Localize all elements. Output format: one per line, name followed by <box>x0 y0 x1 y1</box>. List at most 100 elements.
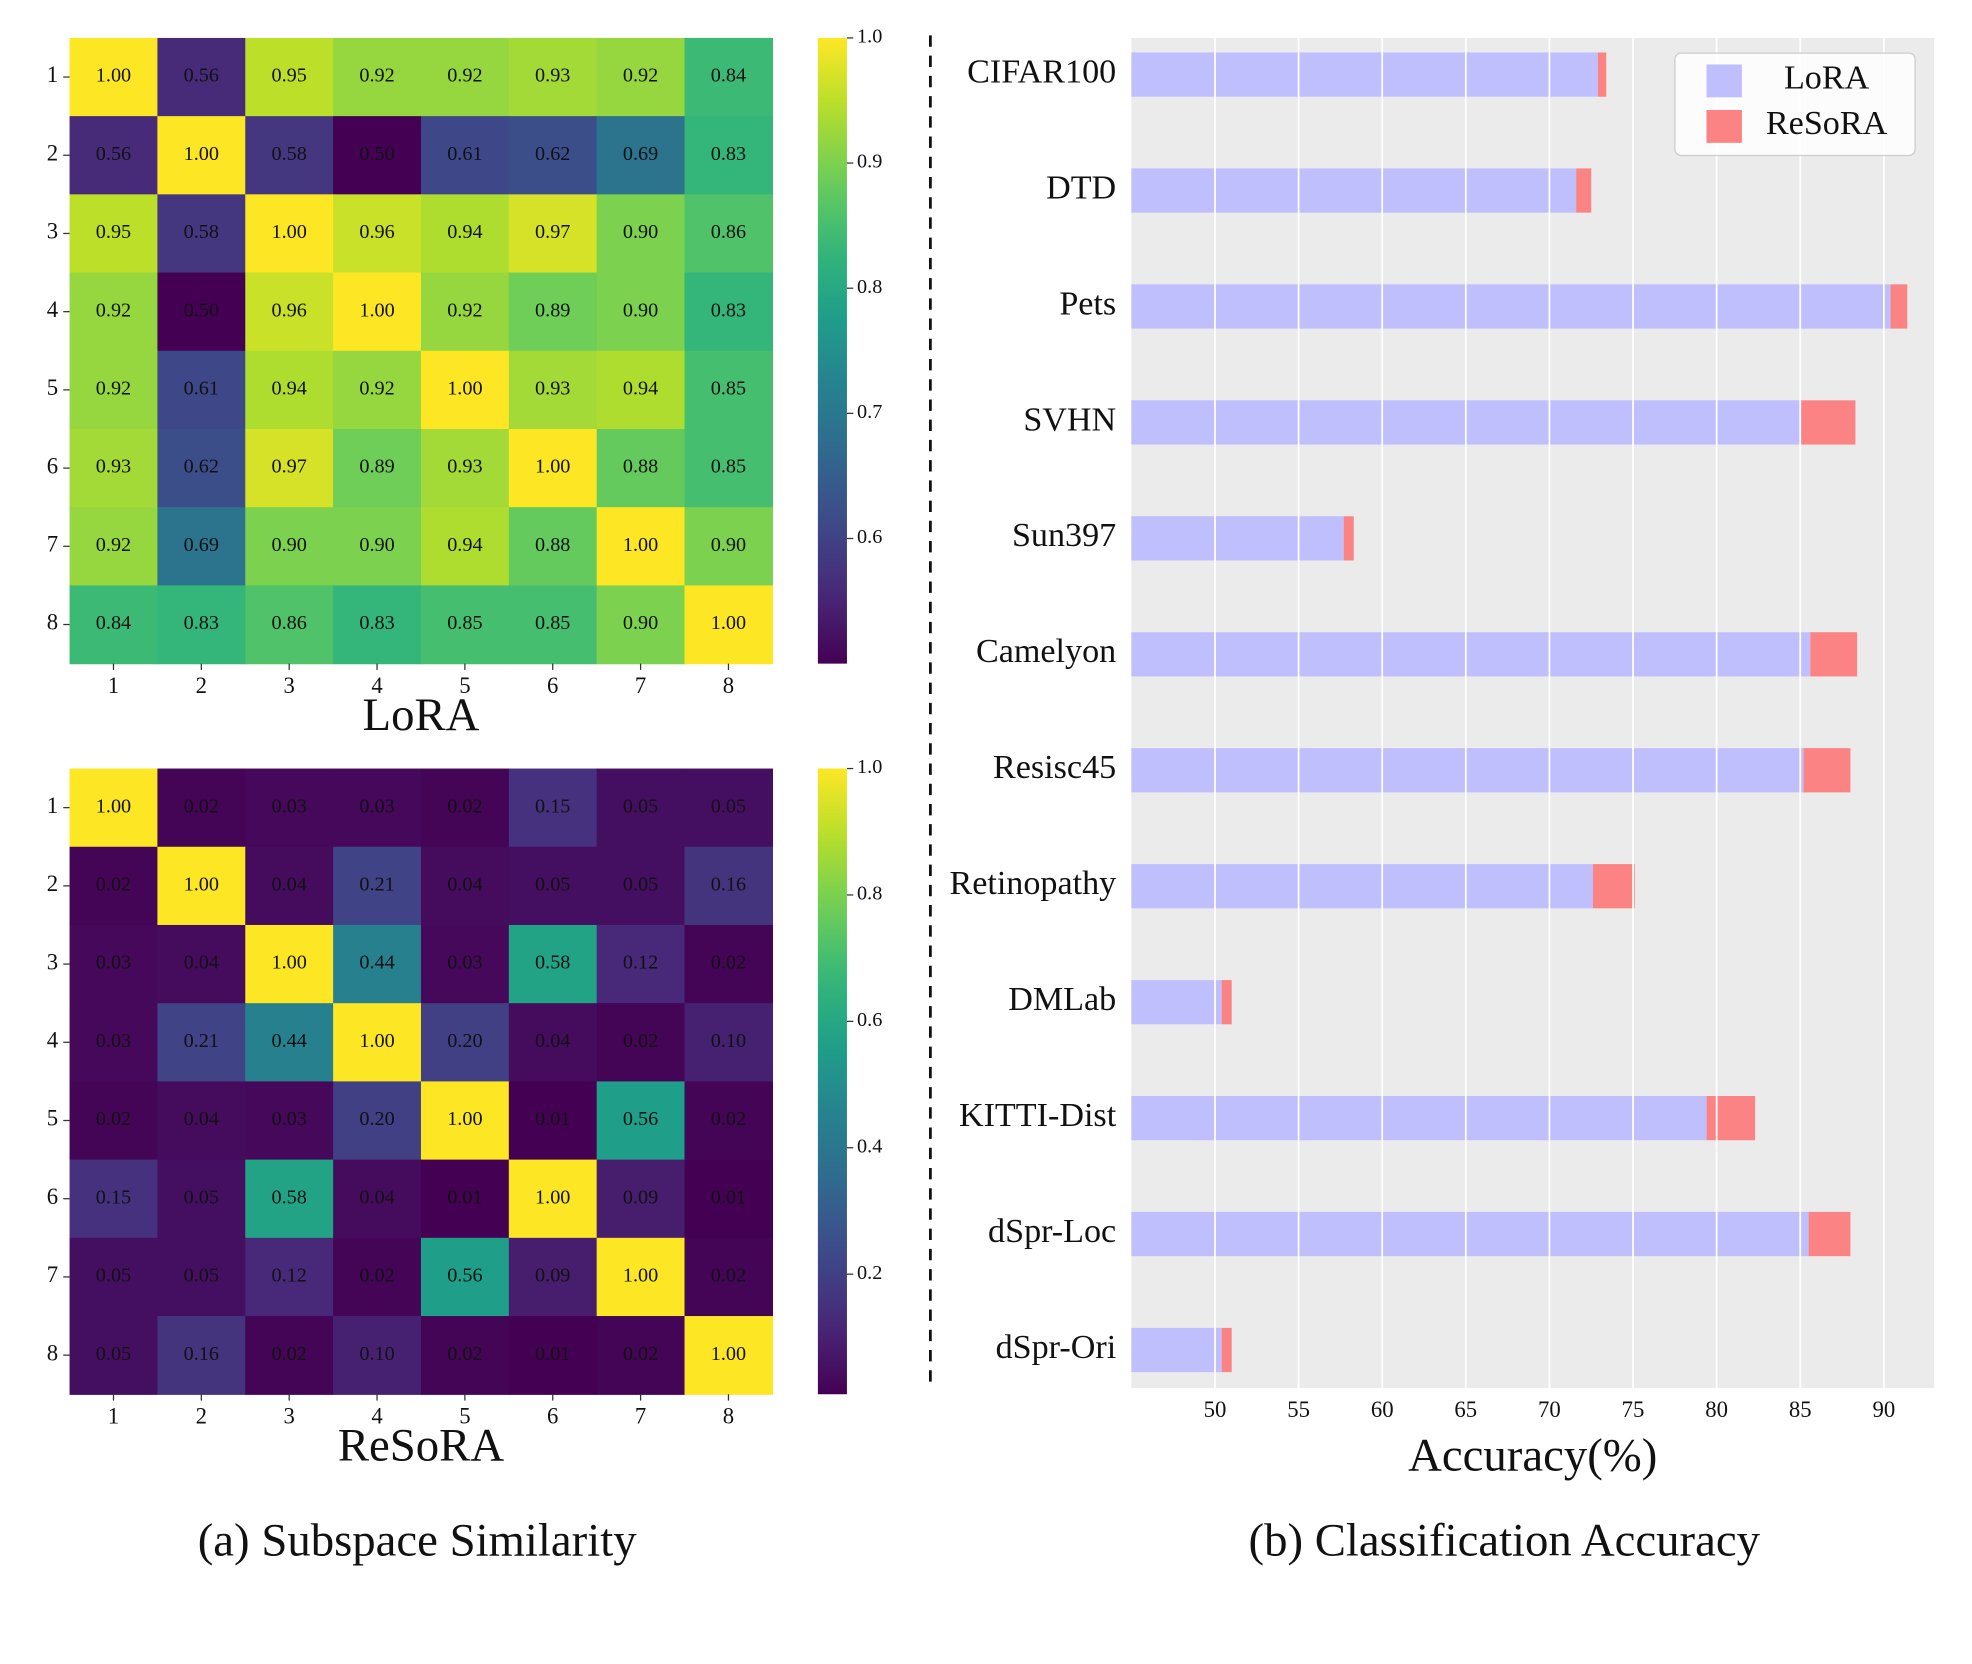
heat-cell <box>596 1003 686 1083</box>
heat-cell <box>420 585 510 665</box>
cell-label: 0.92 <box>96 299 131 321</box>
cell-label: 0.90 <box>623 299 658 321</box>
heat-cell <box>684 350 774 430</box>
y-tick-label: 1 <box>47 793 58 818</box>
bar-segment <box>1131 1327 1222 1373</box>
colorbar-tick-label: 0.6 <box>857 1009 882 1031</box>
heat-cell <box>69 1081 159 1161</box>
cell-label: 1.00 <box>535 1186 570 1208</box>
cell-label: 1.00 <box>535 456 570 478</box>
heat-cell <box>245 1081 334 1161</box>
y-tick-label: 4 <box>47 1028 59 1053</box>
x-tick-label: 6 <box>547 1403 558 1428</box>
cell-label: 0.92 <box>359 65 394 87</box>
cell-label: 0.93 <box>535 378 570 400</box>
heat-cell <box>157 768 246 848</box>
cell-label: 0.21 <box>359 874 394 896</box>
heat-cell <box>508 37 598 117</box>
heat-cell <box>508 428 598 508</box>
x-tick-label: 4 <box>371 673 383 698</box>
cell-label: 0.92 <box>96 378 131 400</box>
cell-label: 1.00 <box>359 299 394 321</box>
heat-cell <box>596 1316 686 1395</box>
heat-cell <box>157 846 246 926</box>
colorbar-tick-label: 0.9 <box>857 151 882 173</box>
heat-cell <box>684 116 774 195</box>
cell-label: 0.05 <box>96 1343 131 1365</box>
heat-cell <box>684 37 774 117</box>
heat-cell <box>333 194 422 274</box>
cell-label: 0.83 <box>711 143 746 165</box>
heat-cell <box>420 350 510 430</box>
colorbar <box>817 37 847 664</box>
cell-label: 0.02 <box>623 1343 658 1365</box>
cell-label: 0.56 <box>184 65 219 87</box>
bar-segment <box>1706 1095 1756 1141</box>
cell-label: 0.96 <box>271 299 306 321</box>
heat-cell <box>157 1159 246 1239</box>
heat-cell <box>596 1237 686 1317</box>
cell-label: 1.00 <box>96 795 131 817</box>
heat-cell <box>684 1081 774 1161</box>
x-tick-label: 7 <box>635 673 646 698</box>
x-tick-label: 1 <box>108 673 119 698</box>
heat-cell <box>245 428 334 508</box>
heat-cell <box>245 1159 334 1239</box>
heat-cell <box>508 846 598 926</box>
x-tick-label: 75 <box>1622 1397 1645 1422</box>
x-tick-label: 2 <box>196 673 207 698</box>
cell-label: 0.03 <box>359 795 394 817</box>
bar-segment <box>1810 632 1858 677</box>
x-axis-label: Accuracy(%) <box>1408 1430 1657 1482</box>
cell-label: 0.62 <box>184 456 219 478</box>
heat-cell <box>508 1159 598 1239</box>
bar-segment <box>1890 284 1908 329</box>
cell-label: 0.62 <box>535 143 570 165</box>
heat-cell <box>508 1237 598 1317</box>
heat-cell <box>157 1237 246 1317</box>
heat-cell <box>157 507 246 587</box>
heat-cell <box>157 272 246 352</box>
y-tick-label: dSpr-Loc <box>988 1213 1116 1250</box>
cell-label: 1.00 <box>96 65 131 87</box>
heat-cell <box>420 1316 510 1395</box>
cell-label: 1.00 <box>271 952 306 974</box>
heat-cell <box>157 194 246 274</box>
x-tick-label: 5 <box>459 673 470 698</box>
heat-cell <box>420 846 510 926</box>
cell-label: 0.94 <box>447 534 482 556</box>
heat-cell <box>69 1316 159 1395</box>
cell-label: 0.10 <box>711 1030 746 1052</box>
heat-cell <box>69 1003 159 1083</box>
y-tick-label: SVHN <box>1023 401 1116 438</box>
bar-segment <box>1131 516 1344 561</box>
y-tick-label: 3 <box>47 949 58 974</box>
heat-cell <box>420 272 510 352</box>
heat-cell <box>508 350 598 430</box>
bar-segment <box>1131 1095 1707 1141</box>
heat-cell <box>420 1081 510 1161</box>
cell-label: 0.16 <box>711 874 746 896</box>
bar-segment <box>1592 864 1635 909</box>
heat-cell <box>684 585 774 665</box>
x-tick-label: 4 <box>371 1403 383 1428</box>
heat-cell <box>69 194 159 274</box>
heat-cell <box>684 846 774 926</box>
cell-label: 0.92 <box>623 65 658 87</box>
y-tick-label: Retinopathy <box>949 865 1116 902</box>
cell-label: 0.12 <box>623 952 658 974</box>
heat-cell <box>420 428 510 508</box>
cell-label: 0.83 <box>359 612 394 634</box>
x-tick-label: 5 <box>459 1403 470 1428</box>
cell-label: 0.90 <box>359 534 394 556</box>
x-tick-label: 85 <box>1789 1397 1812 1422</box>
cell-label: 0.88 <box>535 534 570 556</box>
heat-cell <box>245 1237 334 1317</box>
cell-label: 0.05 <box>623 874 658 896</box>
cell-label: 1.00 <box>623 1265 658 1287</box>
heat-cell <box>333 350 422 430</box>
bar-segment <box>1221 980 1232 1025</box>
heat-cell <box>420 1237 510 1317</box>
heat-cell <box>596 194 686 274</box>
